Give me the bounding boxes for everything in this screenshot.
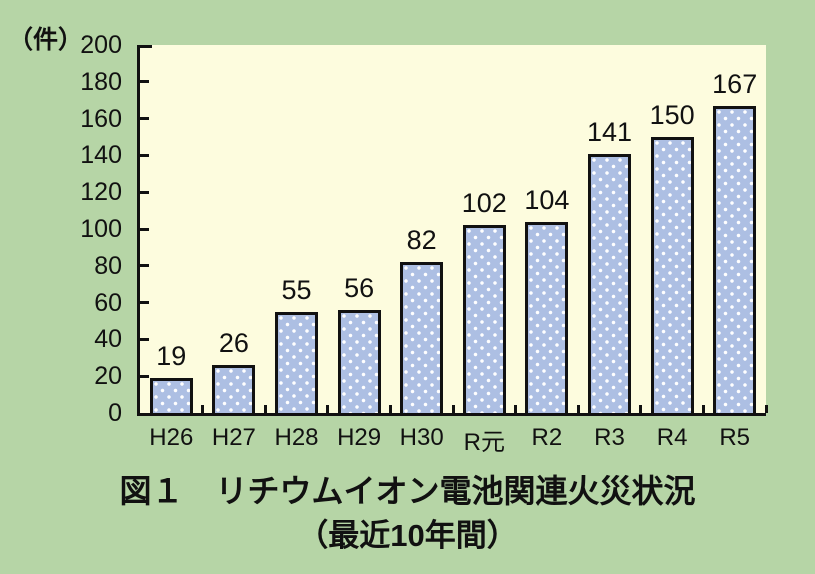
chart-subtitle: （最近10年間） xyxy=(297,518,518,553)
y-tick-label: 140 xyxy=(80,141,122,170)
y-axis-unit-label: （件） xyxy=(8,26,84,54)
x-tick-label: H27 xyxy=(211,424,256,451)
bar xyxy=(525,221,569,413)
y-tick-label: 120 xyxy=(80,178,122,207)
y-tick-label: 60 xyxy=(94,288,122,317)
x-tick-label: H30 xyxy=(399,424,444,451)
bar xyxy=(212,365,256,413)
x-axis-tick xyxy=(576,405,580,413)
bar xyxy=(462,225,506,413)
x-axis-tick xyxy=(201,405,205,413)
x-axis-tick xyxy=(764,405,768,413)
bar-value-label: 56 xyxy=(344,273,375,303)
y-tick-label: 180 xyxy=(80,67,122,96)
bar-value-label: 82 xyxy=(406,225,437,256)
x-axis-tick xyxy=(639,405,643,413)
plot-area: 19 26 55 56 82 102 104 141 150 167 xyxy=(137,45,768,416)
y-axis-tick xyxy=(140,80,149,84)
bar-value-label: 102 xyxy=(461,188,507,219)
y-tick-label: 160 xyxy=(80,104,122,133)
bar-value-label: 150 xyxy=(649,100,695,130)
bar-value-label: 55 xyxy=(281,274,312,305)
x-tick-label: R2 xyxy=(531,424,563,451)
bar xyxy=(337,310,381,413)
y-axis-tick xyxy=(140,227,149,231)
x-axis-tick xyxy=(451,405,455,413)
bar-value-label: 104 xyxy=(524,184,570,215)
y-axis-tick xyxy=(140,301,149,305)
y-tick-label: 20 xyxy=(94,362,122,391)
y-axis-tick xyxy=(140,190,149,194)
chart-title: 図１ リチウムイオン電池関連火災状況 xyxy=(119,473,696,509)
y-axis-tick xyxy=(140,337,149,341)
x-tick-label: R3 xyxy=(594,424,625,451)
x-tick-label: R元 xyxy=(463,429,505,456)
x-axis-tick xyxy=(263,405,267,413)
y-axis-tick xyxy=(140,374,149,378)
y-axis-tick xyxy=(140,45,152,48)
y-axis-tick xyxy=(140,264,149,268)
bar xyxy=(713,105,757,413)
x-axis-tick xyxy=(388,405,392,413)
x-tick-label: H28 xyxy=(274,424,319,451)
x-axis-tick xyxy=(701,405,705,413)
bar xyxy=(400,262,444,413)
y-axis-tick xyxy=(140,153,149,157)
x-tick-label: H29 xyxy=(337,424,382,451)
bar xyxy=(650,137,694,413)
x-tick-label: H26 xyxy=(149,424,194,451)
bar-value-label: 26 xyxy=(218,328,249,359)
x-tick-label: R5 xyxy=(719,424,751,451)
x-axis-tick xyxy=(514,405,518,413)
bar-value-label: 141 xyxy=(586,116,633,147)
bar-value-label: 167 xyxy=(712,68,758,99)
bar xyxy=(588,153,631,413)
x-tick-label: R4 xyxy=(656,424,688,451)
y-axis-tick xyxy=(140,117,149,121)
bar-value-label: 19 xyxy=(156,341,187,371)
y-tick-label: 100 xyxy=(80,215,122,243)
y-tick-label: 40 xyxy=(94,325,122,354)
y-tick-label: 80 xyxy=(94,251,122,280)
y-tick-label: 200 xyxy=(80,31,122,59)
x-axis-tick xyxy=(326,405,330,413)
bar xyxy=(275,311,318,413)
y-tick-label: 0 xyxy=(108,399,122,427)
bar xyxy=(149,378,193,413)
